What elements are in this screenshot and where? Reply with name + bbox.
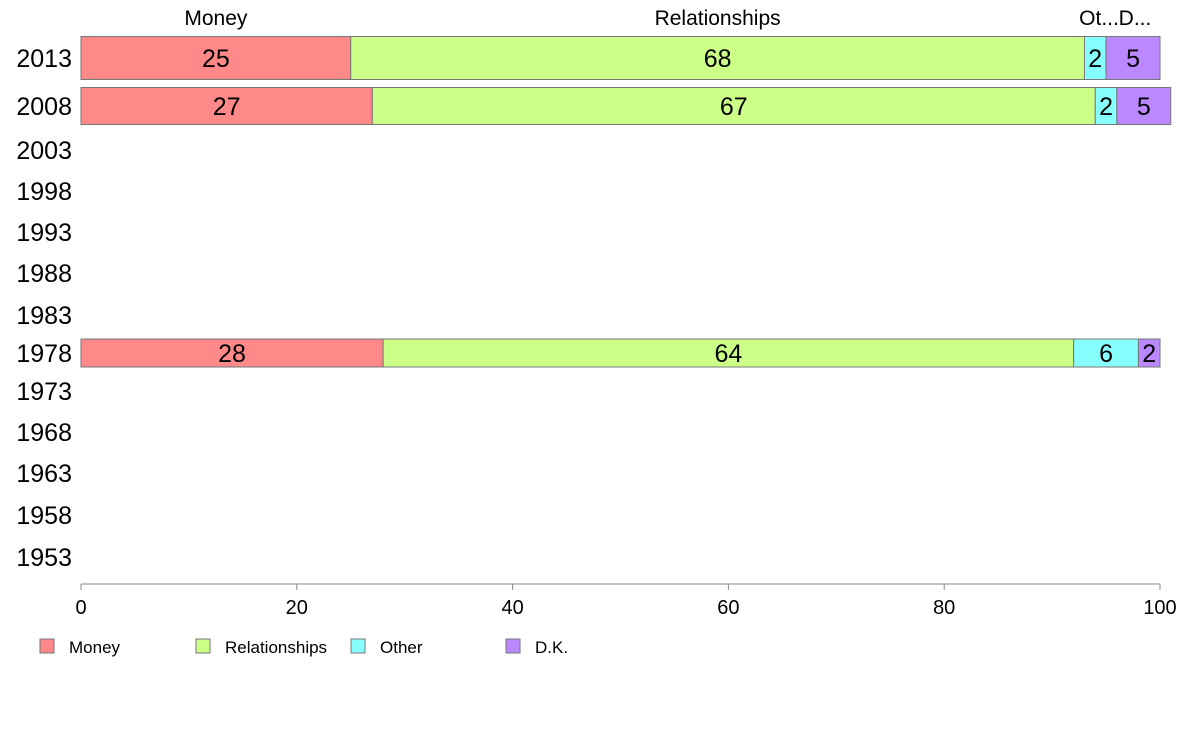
legend-swatch-dk — [505, 638, 521, 654]
top-label-2: Ot... — [1079, 7, 1119, 30]
y-axis: 2013 2008 2003 1998 1993 1988 1983 1978 1973 1968… — [16, 45, 72, 572]
y-tick-label-1968: 1968 — [16, 419, 72, 447]
x-tick-label-60: 60 — [717, 597, 739, 619]
legend-swatch-relationships — [195, 638, 211, 654]
data-label-other-1978: 6 — [1099, 340, 1113, 368]
y-tick-label-2008: 2008 — [16, 93, 72, 121]
y-tick-label-1988: 1988 — [16, 260, 72, 288]
data-label-money-2008: 27 — [213, 93, 241, 121]
y-tick-label-1983: 1983 — [16, 302, 72, 330]
top-category-labels: Money Relationships Ot... D... — [184, 7, 1151, 30]
bar-dk-1978 — [1137, 338, 1161, 368]
top-label-1: Relationships — [655, 7, 781, 30]
bars: 25 68 2 527 67 2 528 64 6 2 — [80, 36, 1172, 368]
y-tick-label-1978: 1978 — [16, 340, 72, 368]
legend-swatch-money — [39, 638, 55, 654]
bar-money-2013 — [80, 36, 352, 80]
legend-label-relationships: Relationships — [225, 638, 327, 657]
legend-label-dk: D.K. — [535, 638, 568, 657]
bar-relationships-1978 — [382, 338, 1075, 368]
data-label-dk-1978: 2 — [1142, 340, 1156, 368]
y-tick-label-2003: 2003 — [16, 137, 72, 165]
bar-relationships-2013 — [350, 36, 1085, 80]
top-label-3: D... — [1119, 7, 1152, 30]
bar-dk-2013 — [1105, 36, 1161, 80]
data-label-money-2013: 25 — [202, 45, 230, 73]
x-axis: 0 20 40 60 80 100 — [75, 583, 1177, 619]
x-tick-label-0: 0 — [75, 597, 86, 619]
y-tick-label-1973: 1973 — [16, 378, 72, 406]
x-tick-label-40: 40 — [501, 597, 523, 619]
legend-label-money: Money — [69, 638, 121, 657]
bar-money-2008 — [80, 87, 373, 125]
data-label-relationships-1978: 64 — [714, 340, 742, 368]
bar-money-1978 — [80, 338, 384, 368]
y-tick-label-1998: 1998 — [16, 178, 72, 206]
bar-dk-2008 — [1116, 87, 1172, 125]
x-tick-label-100: 100 — [1143, 597, 1176, 619]
y-tick-label-1953: 1953 — [16, 544, 72, 572]
data-label-dk-2008: 5 — [1137, 93, 1151, 121]
data-label-other-2008: 2 — [1099, 93, 1113, 121]
data-label-dk-2013: 5 — [1126, 45, 1140, 73]
top-label-0: Money — [184, 7, 248, 30]
x-tick-label-80: 80 — [933, 597, 955, 619]
y-tick-label-1958: 1958 — [16, 502, 72, 530]
legend-swatch-other — [350, 638, 366, 654]
y-tick-label-1993: 1993 — [16, 219, 72, 247]
legend: Money Relationships Other D.K. — [39, 638, 568, 657]
bar-relationships-2008 — [371, 87, 1096, 125]
bar-other-1978 — [1073, 338, 1139, 368]
data-label-other-2013: 2 — [1088, 45, 1102, 73]
legend-label-other: Other — [380, 638, 423, 657]
data-label-relationships-2013: 68 — [704, 45, 732, 73]
y-tick-label-1963: 1963 — [16, 460, 72, 488]
data-label-money-1978: 28 — [218, 340, 246, 368]
y-tick-label-2013: 2013 — [16, 45, 72, 73]
x-tick-label-20: 20 — [286, 597, 308, 619]
data-label-relationships-2008: 67 — [720, 93, 748, 121]
